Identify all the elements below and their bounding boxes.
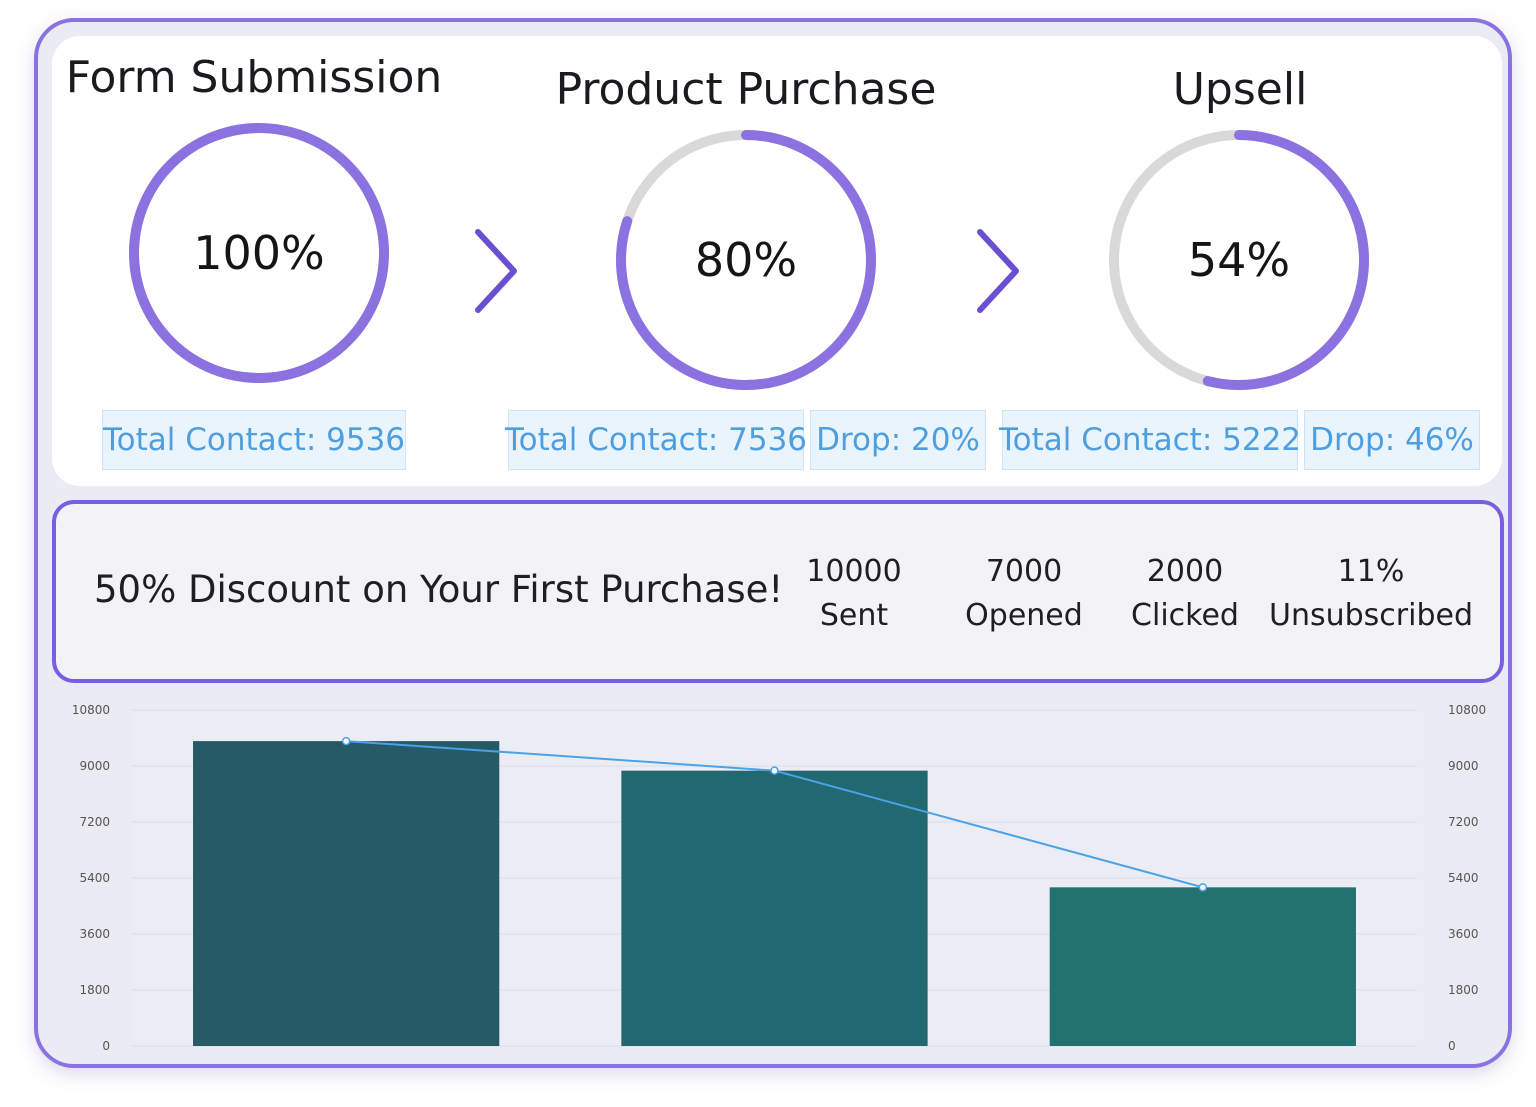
progress-ring-upsell: 54% (1108, 129, 1370, 391)
total-contact-badge: Total Contact: 5222 (999, 410, 1301, 470)
stat-value: 10000 (806, 554, 902, 589)
stage-title-product-purchase: Product Purchase (555, 64, 937, 115)
stage-title-form-submission: Form Submission (65, 52, 443, 103)
total-contact-badge: Total Contact: 7536 (505, 410, 807, 470)
ring-svg (616, 130, 876, 390)
stage-title-upsell: Upsell (1172, 64, 1308, 115)
y-tick-label-left: 0 (102, 1039, 110, 1053)
stat-label: Sent (819, 598, 889, 633)
stat-unsubscribed: 11% Unsubscribed (1269, 550, 1473, 638)
ring-progress (1109, 130, 1369, 390)
y-tick-label-left: 3600 (79, 927, 110, 941)
y-tick-label-left: 5400 (79, 871, 110, 885)
ring-percent-label: 100% (193, 226, 325, 280)
stat-label: Clicked (1131, 598, 1239, 633)
chevron-right-icon (977, 229, 1019, 313)
y-tick-label-left: 7200 (79, 815, 110, 829)
ring-svg (1109, 130, 1369, 390)
funnel-card: Form Submission 100% Total Contact: 9536… (52, 36, 1502, 486)
total-contact-badge: Total Contact: 9536 (102, 410, 406, 470)
y-tick-label-right: 10800 (1448, 703, 1486, 717)
y-tick-label-right: 3600 (1448, 927, 1479, 941)
stat-opened: 7000 Opened (965, 550, 1083, 638)
y-tick-label-right: 5400 (1448, 871, 1479, 885)
y-tick-label-right: 1800 (1448, 983, 1479, 997)
y-tick-label-left: 9000 (79, 759, 110, 773)
ring-svg (129, 123, 389, 383)
bar (1049, 887, 1356, 1046)
y-tick-label-left: 1800 (79, 983, 110, 997)
drop-badge: Drop: 20% (810, 410, 986, 470)
chevron-right-icon (475, 229, 517, 313)
stat-label: Unsubscribed (1269, 598, 1473, 633)
progress-ring-product-purchase: 80% (615, 129, 877, 391)
drop-badge: Drop: 46% (1304, 410, 1480, 470)
campaign-bar-line-chart: 0 0 1800 1800 3600 3600 5400 5400 7200 7200 9000 90… (72, 703, 1486, 1053)
ring-progress (129, 123, 389, 383)
bar (193, 741, 500, 1046)
line-point (341, 736, 351, 746)
line-point (1198, 883, 1208, 892)
ring-progress (616, 130, 876, 390)
campaign-title: 50% Discount on Your First Purchase! (94, 568, 784, 611)
stat-sent: 10000 Sent (806, 550, 901, 638)
dashboard-frame: Form Submission 100% Total Contact: 9536… (34, 18, 1512, 1068)
progress-ring-form-submission: 100% (128, 122, 390, 384)
stat-clicked: 2000 Clicked (1131, 550, 1239, 638)
line-point (770, 766, 779, 775)
y-tick-label-right: 0 (1448, 1039, 1456, 1053)
stat-value: 2000 (1146, 554, 1224, 589)
ring-percent-label: 80% (694, 233, 798, 287)
y-tick-label-right: 9000 (1448, 759, 1479, 773)
stat-label: Opened (965, 598, 1083, 633)
ring-percent-label: 54% (1187, 233, 1291, 287)
y-tick-label-right: 7200 (1448, 815, 1479, 829)
campaign-summary-card[interactable]: 50% Discount on Your First Purchase! 100… (52, 500, 1504, 683)
bar (621, 770, 928, 1046)
y-tick-label-left: 10800 (72, 703, 110, 717)
stat-value: 11% (1337, 554, 1405, 589)
stat-value: 7000 (985, 554, 1063, 589)
